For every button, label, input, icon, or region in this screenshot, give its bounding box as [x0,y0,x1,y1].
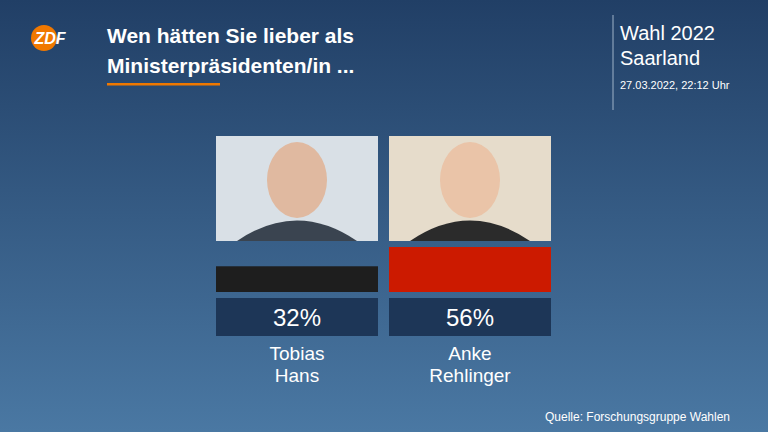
photo-frame [216,136,378,241]
bar [389,247,551,292]
photo-frame [389,136,551,241]
logo-text: ZDF [33,30,66,47]
logo: ZDF [31,25,67,51]
photo [216,136,378,241]
timestamp: 27.03.2022, 22:12 Uhr [620,79,730,91]
photo-face [267,142,327,218]
data-labels: 32% 56% [216,298,551,336]
photo-face [440,142,500,218]
chart-root: ZDF Wen hätten Sie lieber als Ministerpräs… [0,0,768,432]
photo-shoulders [237,221,357,242]
title-line: Ministerpräsidenten/in ... [107,54,354,77]
bars [216,247,551,292]
title-line: Wen hätten Sie lieber als [107,24,354,47]
header-divider [613,15,614,110]
photo [389,136,551,241]
category-label-line: Rehlinger [429,365,511,386]
category-label: TobiasHans [270,343,325,386]
label-box [216,298,378,336]
photos [216,136,551,241]
title-underline [107,83,220,86]
category-label-line: Tobias [270,343,325,364]
data-label: 32% [273,304,321,331]
region: Saarland [620,47,700,69]
background [0,0,768,432]
category-label-line: Anke [448,343,491,364]
category-labels: TobiasHans AnkeRehlinger [270,343,512,386]
election: Wahl 2022 [620,22,715,44]
title: Wen hätten Sie lieber als Ministerpräside… [107,24,354,77]
category-label: AnkeRehlinger [429,343,511,386]
data-label: 56% [446,304,494,331]
label-box [389,298,551,336]
category-label-line: Hans [275,365,319,386]
bar [216,266,378,292]
photo-shoulders [410,221,530,242]
source: Quelle: Forschungsgruppe Wahlen [545,410,730,424]
